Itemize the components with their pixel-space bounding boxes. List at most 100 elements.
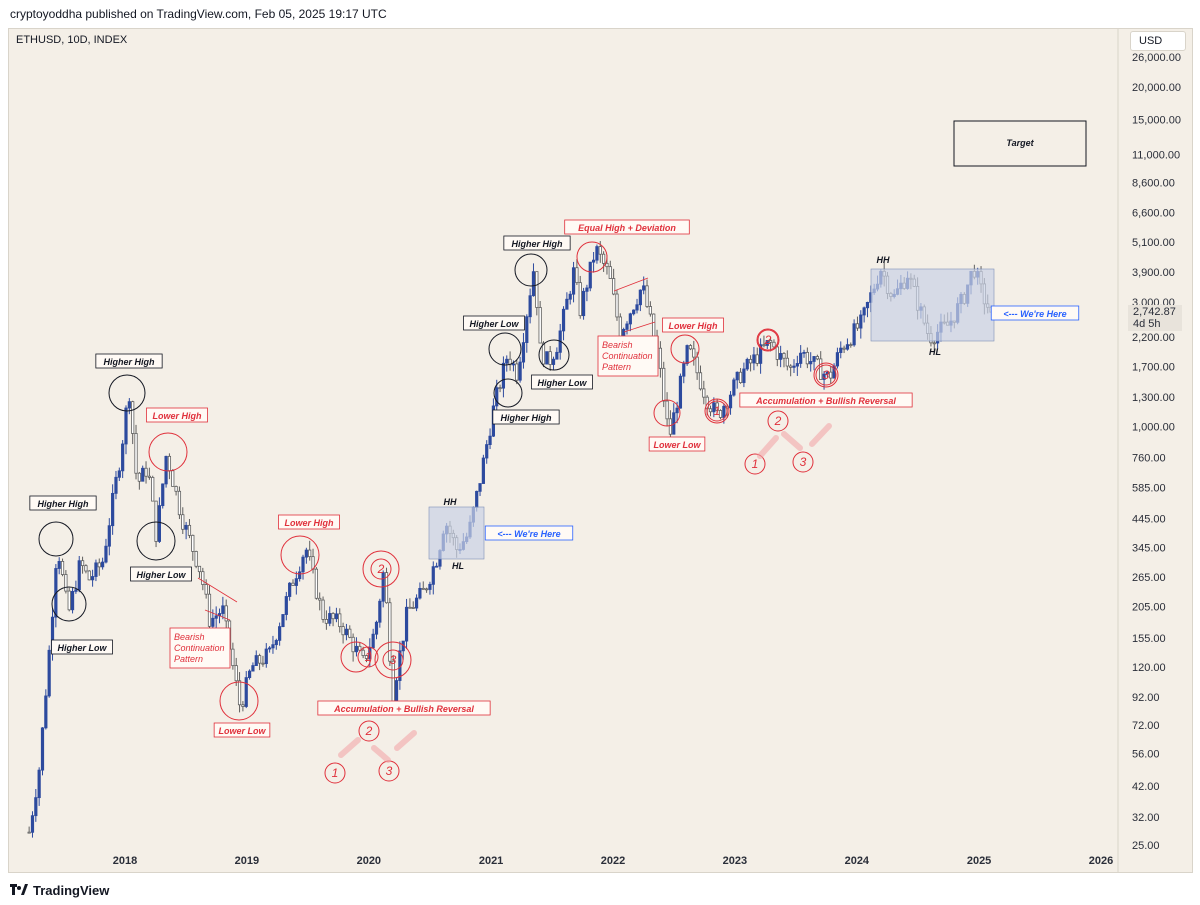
candle-body [792, 365, 796, 368]
annotation-text: Higher Low [58, 643, 108, 653]
black-circle-marker [538, 339, 570, 371]
candle [648, 301, 652, 317]
annotation-label: Accumulation + Bullish Reversal [317, 700, 491, 716]
red-circle-marker [756, 328, 780, 352]
candle-body [758, 344, 763, 364]
annotation-labels: Higher High Higher Low Higher High Higher L… [29, 138, 1080, 738]
x-tick-label: 2020 [357, 855, 381, 867]
candle-body [809, 361, 813, 365]
candle-body [378, 600, 382, 623]
candle [161, 483, 165, 509]
tradingview-logo[interactable]: TradingView [10, 881, 109, 899]
candle-body [244, 677, 248, 707]
candle [635, 298, 639, 314]
y-tick-label: 8,600.00 [1132, 177, 1175, 189]
red-circle-marker [374, 641, 412, 679]
candle-body [735, 371, 739, 381]
candle-body [257, 655, 262, 664]
candle [662, 361, 666, 408]
candle-body [505, 358, 509, 364]
annotation-text: Accumulation + Bullish Reversal [755, 396, 896, 406]
y-tick-label: 20,000.00 [1132, 82, 1181, 94]
reversal-arrow [757, 435, 779, 459]
candle [204, 579, 208, 599]
candle [795, 355, 799, 376]
candle [702, 380, 706, 405]
candle-body [408, 606, 412, 609]
candle [251, 662, 255, 672]
reversal-arrow [809, 423, 832, 447]
annotation-box [648, 436, 706, 452]
candle [324, 610, 328, 630]
candle-body [247, 670, 252, 678]
target-box [953, 120, 1087, 167]
annotation-label: Lower High [278, 514, 340, 530]
candle [805, 347, 809, 369]
y-tick-label: 155.00 [1132, 633, 1166, 645]
candle-body [748, 358, 753, 364]
candle-body [294, 578, 298, 586]
candle-body [167, 455, 172, 472]
currency-button[interactable]: USD [1130, 31, 1186, 51]
candle-body [251, 665, 255, 672]
candle [481, 454, 485, 484]
candle [508, 351, 512, 371]
candle-body [588, 261, 592, 289]
candle-body [37, 769, 41, 799]
count-label: 1 [332, 766, 339, 780]
candle [588, 261, 592, 292]
red-circle-marker [148, 432, 188, 472]
candle [237, 672, 242, 713]
red-circle-marker [704, 398, 730, 424]
candle [498, 384, 502, 393]
candle [571, 261, 576, 303]
candle [852, 319, 856, 347]
candle [184, 521, 188, 540]
annotation-box [169, 627, 231, 669]
candle-body [799, 352, 803, 364]
candle [809, 352, 813, 372]
candle-body [411, 607, 415, 609]
flag-lines-2022 [613, 277, 656, 333]
candle [561, 306, 566, 341]
candle-body [501, 362, 506, 389]
annotation-box [484, 525, 574, 541]
candle [244, 671, 248, 709]
candle-body [561, 308, 566, 332]
annotation-text: HL [452, 561, 464, 571]
candle [264, 643, 268, 668]
candle-body [591, 259, 596, 263]
y-tick-label: 92.00 [1132, 692, 1160, 704]
candle [755, 347, 759, 367]
candle-body [298, 571, 302, 580]
candle-body [852, 323, 856, 346]
annotation-text: HH [877, 255, 890, 265]
candle-body [495, 387, 499, 407]
candle-body [361, 649, 365, 656]
candle [187, 519, 192, 539]
candle [418, 582, 422, 600]
black-circle-marker [136, 521, 176, 561]
candle [341, 622, 345, 644]
candle [247, 669, 252, 680]
red-circle-marker [340, 641, 372, 673]
brand-name: TradingView [33, 882, 110, 898]
candle-body [117, 470, 121, 478]
zone-box-2024 [870, 268, 995, 342]
candle-body [94, 562, 98, 577]
candle-body [67, 590, 71, 611]
candle [338, 608, 342, 633]
candle [80, 556, 85, 574]
candle [578, 275, 582, 319]
candle [758, 338, 763, 374]
candle [318, 592, 322, 611]
annotation-label: HL [929, 347, 941, 357]
candle [435, 562, 439, 568]
candle [137, 471, 141, 490]
annotation-label: Higher Low [130, 566, 192, 582]
annotation-text: Equal High + Deviation [578, 223, 676, 233]
candle-body [104, 545, 108, 563]
candle-body [90, 576, 95, 581]
candle-body [638, 289, 642, 306]
